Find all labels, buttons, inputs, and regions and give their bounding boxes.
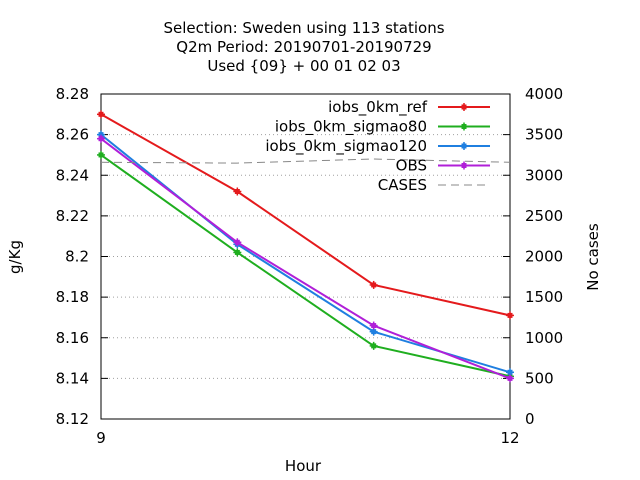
data-point <box>460 122 468 131</box>
data-point <box>506 374 514 383</box>
legend-item: CASES <box>378 176 490 194</box>
legend-label: iobs_0km_ref <box>328 98 428 117</box>
series-lines <box>97 110 514 383</box>
legend-label: OBS <box>396 157 427 175</box>
series-line-iobs-0km-sigmao80 <box>100 154 511 378</box>
series-line-obs <box>100 137 511 380</box>
data-point <box>97 150 105 159</box>
y2-axis-label: No cases <box>584 223 602 291</box>
title-line-2: Q2m Period: 20190701-20190729 <box>176 38 431 56</box>
grid-lines <box>101 134 510 379</box>
y-tick-label: 8.22 <box>56 207 89 225</box>
y-tick-label: 8.24 <box>56 166 89 184</box>
y-tick-label: 8.16 <box>56 329 89 347</box>
y2-tick-label: 0 <box>525 410 535 428</box>
y-tick-label: 8.28 <box>56 85 89 103</box>
legend: iobs_0km_refiobs_0km_sigmao80iobs_0km_si… <box>265 98 490 194</box>
y-tick-label: 8.2 <box>65 248 89 266</box>
y2-tick-label: 3500 <box>525 126 563 144</box>
data-point <box>369 321 378 330</box>
chart-title: Selection: Sweden using 113 stations Q2m… <box>163 19 444 75</box>
legend-label: iobs_0km_sigmao120 <box>265 137 427 156</box>
y-tick-label: 8.18 <box>56 288 89 306</box>
data-point <box>97 110 105 119</box>
y2-tick-label: 500 <box>525 369 554 387</box>
y2-tick-label: 2500 <box>525 207 563 225</box>
legend-label: iobs_0km_sigmao80 <box>275 118 427 137</box>
y-tick-label: 8.26 <box>56 126 89 144</box>
y-axis-label: g/Kg <box>6 240 24 274</box>
data-point <box>233 248 242 257</box>
data-point <box>460 161 468 170</box>
series-line-iobs-0km-ref <box>100 113 511 317</box>
axes: 8.28 8.26 8.24 8.22 8.2 8.18 8.16 8.14 8.12 4000 3… <box>56 85 564 447</box>
legend-item: OBS <box>396 157 490 175</box>
legend-item: iobs_0km_sigmao120 <box>265 137 490 156</box>
x-tick-label: 9 <box>96 429 106 447</box>
y2-tick-label: 1500 <box>525 288 563 306</box>
x-axis-label: Hour <box>285 457 322 475</box>
data-point <box>233 238 242 247</box>
data-point <box>97 134 105 143</box>
data-point <box>233 187 242 196</box>
legend-item: iobs_0km_sigmao80 <box>275 118 490 137</box>
y2-tick-label: 1000 <box>525 329 563 347</box>
series-line-cases <box>100 158 511 164</box>
y2-tick-label: 2000 <box>525 248 563 266</box>
data-point <box>369 341 378 350</box>
plot-frame <box>100 93 511 420</box>
data-point <box>460 142 468 150</box>
y2-tick-label: 4000 <box>525 85 563 103</box>
title-line-1: Selection: Sweden using 113 stations <box>163 19 444 37</box>
data-point <box>460 103 468 111</box>
series-line-iobs-0km-sigmao120 <box>100 133 511 374</box>
data-point <box>506 311 514 320</box>
y-tick-label: 8.12 <box>56 410 89 428</box>
x-tick-label: 12 <box>500 429 519 447</box>
legend-item: iobs_0km_ref <box>328 98 490 117</box>
y-tick-label: 8.14 <box>56 369 89 387</box>
data-point <box>369 280 378 289</box>
legend-label: CASES <box>378 176 427 194</box>
title-line-3: Used {09} + 00 01 02 03 <box>207 57 400 75</box>
y2-tick-label: 3000 <box>525 166 563 184</box>
